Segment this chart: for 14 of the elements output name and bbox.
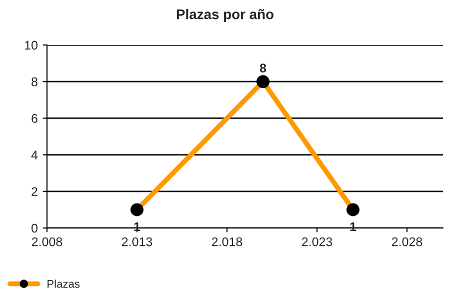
x-tick-label: 2.013 [122, 237, 152, 246]
x-tick-label: 2.018 [212, 237, 242, 246]
y-tick-label: 8 [32, 77, 38, 86]
y-tick-label: 6 [32, 114, 38, 123]
chart-title: Plazas por año [176, 9, 274, 22]
x-tick-label: 2.023 [302, 237, 332, 246]
y-tick-label: 4 [31, 150, 38, 160]
y-tick-label: 10 [25, 40, 38, 50]
legend-label: Plazas [48, 280, 80, 288]
x-tick-label: 2.028 [392, 237, 422, 246]
y-tick-label: 2 [32, 187, 38, 196]
y-tick-label: 0 [32, 224, 38, 233]
x-tick-label: 2.008 [32, 237, 62, 246]
data-label: 8 [260, 64, 266, 72]
